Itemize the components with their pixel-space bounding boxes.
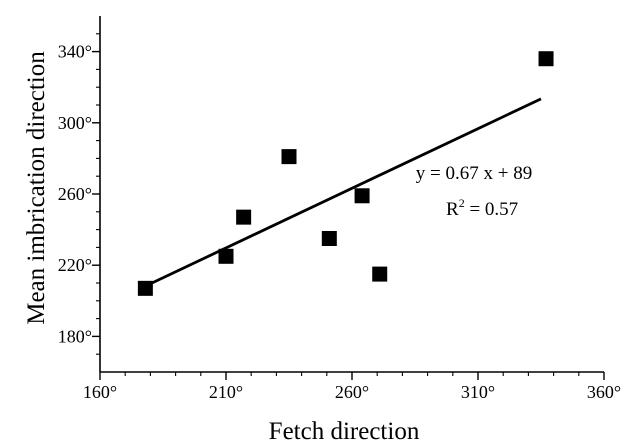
trendline-equation: y = 0.67 x + 89 (416, 163, 532, 184)
trendline (144, 97, 542, 288)
y-tick-label: 180° (58, 326, 92, 346)
r-squared-exponent: 2 (459, 196, 465, 210)
data-point-marker (354, 188, 370, 204)
y-tick-label: 340° (58, 42, 92, 62)
plot-frame (99, 16, 604, 373)
y-axis-title: Mean imbrication direction (23, 51, 50, 325)
data-point-marker (218, 248, 234, 264)
y-axis-tick-labels: 180° 220° 260° 300° 340° (58, 42, 92, 347)
y-tick-label: 260° (58, 184, 92, 204)
trendline-group (144, 97, 542, 288)
data-point-marker (236, 209, 252, 225)
x-tick-label: 360° (587, 382, 621, 402)
x-tick-label: 310° (461, 382, 495, 402)
r-squared-label: R2 = 0.57 (446, 196, 518, 220)
x-axis-tick-labels: 160° 210° 260° 310° 360° (83, 382, 621, 402)
data-point-marker (137, 280, 153, 296)
data-point-marker (281, 149, 297, 165)
y-axis-ticks (92, 33, 100, 355)
x-axis-ticks (99, 372, 605, 380)
x-tick-label: 210° (209, 382, 243, 402)
x-tick-label: 260° (335, 382, 369, 402)
x-axis-title: Fetch direction (269, 418, 420, 444)
y-tick-label: 220° (58, 255, 92, 275)
data-point-marker (372, 266, 388, 282)
data-point-marker (321, 231, 337, 246)
x-tick-label: 160° (83, 382, 117, 402)
r-squared-prefix: R (446, 199, 459, 220)
y-tick-label: 300° (58, 113, 92, 133)
r-squared-value: = 0.57 (465, 199, 518, 220)
data-points (137, 51, 554, 296)
data-point-marker (538, 51, 554, 67)
